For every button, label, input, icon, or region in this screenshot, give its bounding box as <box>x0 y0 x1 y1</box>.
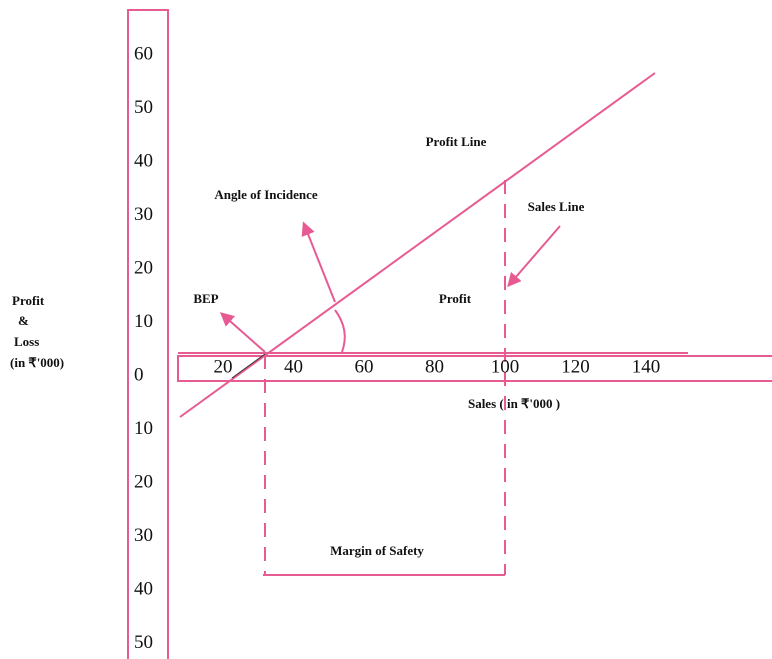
bep-mark <box>231 353 266 379</box>
label: Angle of Incidence <box>214 187 318 202</box>
label: Profit <box>439 291 472 306</box>
y-tick-label: 30 <box>134 204 153 225</box>
x-tick-label: 20 <box>214 356 233 377</box>
y-tick-label: 30 <box>134 525 153 546</box>
label: Margin of Safety <box>330 543 424 558</box>
y-tick-label: 40 <box>134 150 153 171</box>
angle-arrow <box>301 221 336 303</box>
x-tick-label: 120 <box>561 356 590 377</box>
angle-arc <box>334 309 346 353</box>
y-tick-label: 20 <box>134 471 153 492</box>
y-tick-label: 50 <box>134 632 153 653</box>
y-axis-title: Loss <box>14 334 39 349</box>
y-axis-title: & <box>18 313 29 328</box>
y-axis-bar <box>127 9 169 659</box>
x-tick-label: 40 <box>284 356 303 377</box>
x-tick-label: 60 <box>355 356 374 377</box>
x-tick-label: 140 <box>632 356 661 377</box>
label: Profit Line <box>426 134 487 149</box>
y-axis-title: (in ₹'000) <box>10 355 64 370</box>
x-tick-label: 100 <box>491 356 520 377</box>
bep-arrow <box>219 312 266 353</box>
x-tick-label: 80 <box>425 356 444 377</box>
label: BEP <box>193 291 218 306</box>
y-axis-title: Profit <box>12 293 45 308</box>
y-tick-label: 0 <box>134 364 144 385</box>
y-tick-label: 20 <box>134 257 153 278</box>
label: Sales Line <box>528 199 585 214</box>
y-tick-label: 60 <box>134 43 153 64</box>
y-tick-label: 50 <box>134 97 153 118</box>
y-tick-label: 10 <box>134 311 153 332</box>
y-tick-label: 40 <box>134 578 153 599</box>
y-tick-label: 10 <box>134 418 153 439</box>
x-axis-bar <box>177 355 772 382</box>
profit-line <box>179 72 656 418</box>
sales-arrow <box>507 225 561 288</box>
x-axis-title: Sales ( in ₹'000 ) <box>468 396 560 411</box>
